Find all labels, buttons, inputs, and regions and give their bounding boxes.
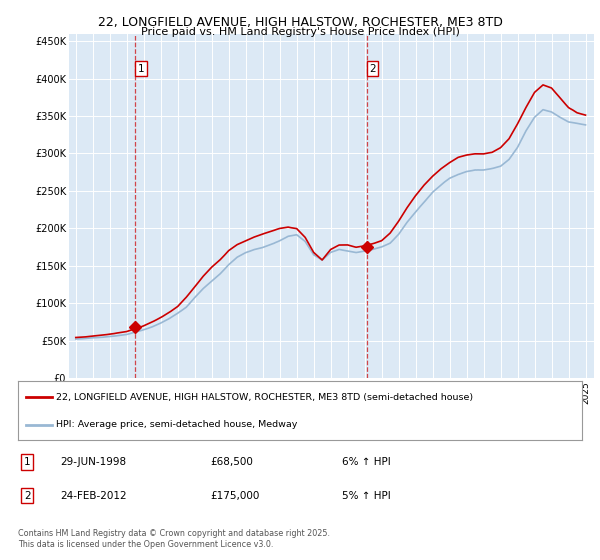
Text: 5% ↑ HPI: 5% ↑ HPI	[342, 491, 391, 501]
Text: 2: 2	[24, 491, 31, 501]
Text: 22, LONGFIELD AVENUE, HIGH HALSTOW, ROCHESTER, ME3 8TD: 22, LONGFIELD AVENUE, HIGH HALSTOW, ROCH…	[98, 16, 502, 29]
Text: £68,500: £68,500	[210, 457, 253, 467]
Text: Contains HM Land Registry data © Crown copyright and database right 2025.
This d: Contains HM Land Registry data © Crown c…	[18, 529, 330, 549]
Text: HPI: Average price, semi-detached house, Medway: HPI: Average price, semi-detached house,…	[56, 421, 298, 430]
Text: 6% ↑ HPI: 6% ↑ HPI	[342, 457, 391, 467]
Text: 1: 1	[137, 63, 144, 73]
Text: 2: 2	[369, 63, 376, 73]
Text: £175,000: £175,000	[210, 491, 259, 501]
Text: 1: 1	[24, 457, 31, 467]
Text: 22, LONGFIELD AVENUE, HIGH HALSTOW, ROCHESTER, ME3 8TD (semi-detached house): 22, LONGFIELD AVENUE, HIGH HALSTOW, ROCH…	[56, 393, 473, 402]
Text: 29-JUN-1998: 29-JUN-1998	[60, 457, 126, 467]
Text: Price paid vs. HM Land Registry's House Price Index (HPI): Price paid vs. HM Land Registry's House …	[140, 27, 460, 37]
Text: 24-FEB-2012: 24-FEB-2012	[60, 491, 127, 501]
